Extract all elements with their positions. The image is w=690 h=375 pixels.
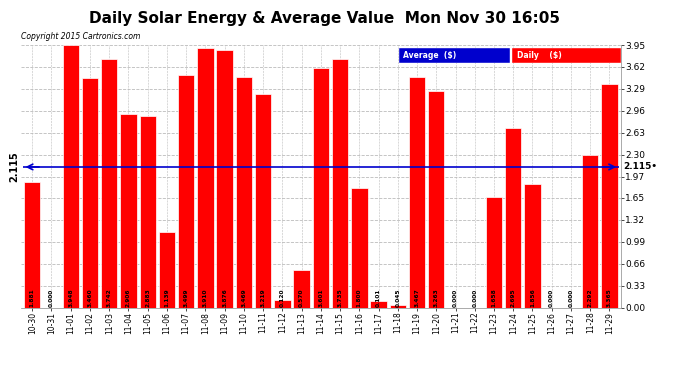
Bar — [486, 197, 502, 308]
Bar — [409, 77, 425, 308]
Bar — [351, 188, 368, 308]
Text: 0.000: 0.000 — [472, 289, 477, 307]
Text: 1.800: 1.800 — [357, 288, 362, 307]
Bar — [63, 45, 79, 308]
Text: 3.910: 3.910 — [203, 288, 208, 307]
Text: 2.115•: 2.115• — [623, 162, 657, 171]
Text: 3.460: 3.460 — [88, 288, 92, 307]
Text: 3.263: 3.263 — [434, 288, 439, 307]
Text: 2.115: 2.115 — [9, 152, 19, 182]
Text: 3.467: 3.467 — [415, 288, 420, 307]
Text: 0.120: 0.120 — [280, 288, 285, 307]
Text: 3.601: 3.601 — [318, 288, 324, 307]
Text: 2.906: 2.906 — [126, 288, 131, 307]
Text: 0.000: 0.000 — [549, 289, 554, 307]
Text: 0.045: 0.045 — [395, 288, 400, 307]
Bar — [217, 50, 233, 308]
Bar — [236, 77, 252, 308]
Bar — [293, 270, 310, 308]
Bar — [524, 184, 541, 308]
FancyBboxPatch shape — [399, 48, 510, 63]
Text: 2.292: 2.292 — [588, 288, 593, 307]
Text: 1.658: 1.658 — [491, 288, 497, 307]
Text: 2.883: 2.883 — [145, 288, 150, 307]
Text: 3.499: 3.499 — [184, 288, 188, 307]
Bar — [255, 94, 271, 308]
Bar — [390, 304, 406, 307]
Text: 3.219: 3.219 — [261, 288, 266, 307]
Text: Daily Solar Energy & Average Value  Mon Nov 30 16:05: Daily Solar Energy & Average Value Mon N… — [89, 11, 560, 26]
Text: 3.876: 3.876 — [222, 288, 227, 307]
Bar — [505, 128, 522, 308]
Bar — [371, 301, 387, 307]
Bar — [428, 91, 444, 308]
Bar — [101, 59, 117, 308]
FancyBboxPatch shape — [512, 48, 621, 63]
Text: 3.735: 3.735 — [337, 288, 343, 307]
Bar — [82, 78, 98, 308]
Bar — [332, 59, 348, 308]
Bar — [582, 155, 598, 308]
Bar — [24, 183, 41, 308]
Text: 1.881: 1.881 — [30, 288, 34, 307]
Bar — [120, 114, 137, 308]
Text: 3.469: 3.469 — [241, 288, 246, 307]
Bar — [197, 48, 214, 308]
Bar — [274, 300, 290, 307]
Bar — [178, 75, 195, 307]
Text: Copyright 2015 Cartronics.com: Copyright 2015 Cartronics.com — [21, 32, 140, 41]
Text: 1.139: 1.139 — [164, 288, 170, 307]
Text: 0.570: 0.570 — [299, 288, 304, 307]
Text: 0.000: 0.000 — [453, 289, 458, 307]
Text: Daily    ($): Daily ($) — [517, 51, 562, 60]
Text: 1.856: 1.856 — [530, 288, 535, 307]
Bar — [139, 116, 156, 308]
Text: 3.948: 3.948 — [68, 288, 73, 307]
Bar — [601, 84, 618, 308]
Text: 3.365: 3.365 — [607, 288, 612, 307]
Text: 0.101: 0.101 — [376, 288, 381, 307]
Bar — [159, 232, 175, 308]
Text: 0.000: 0.000 — [49, 289, 54, 307]
Bar — [313, 68, 329, 308]
Text: Average  ($): Average ($) — [404, 51, 457, 60]
Text: 0.000: 0.000 — [569, 289, 573, 307]
Text: 3.742: 3.742 — [107, 288, 112, 307]
Text: 2.695: 2.695 — [511, 288, 515, 307]
